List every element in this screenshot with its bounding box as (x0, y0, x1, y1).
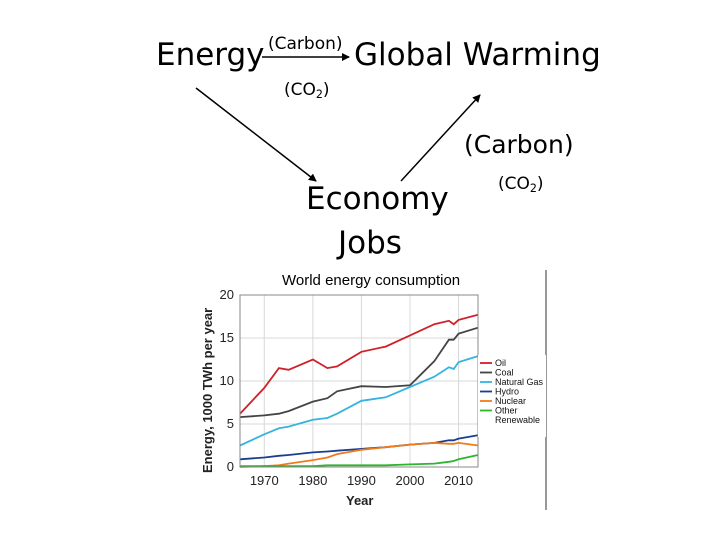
series-line-natural-gas (239, 355, 479, 447)
right-carbon-label: (Carbon) (464, 130, 574, 159)
chart-ticks: 0 5 10 15 20 1970 1980 1990 2000 2010 (220, 287, 474, 488)
legend-box (478, 355, 546, 437)
y-tick-label: 5 (227, 416, 234, 431)
y-tick-label: 10 (220, 373, 234, 388)
y-tick-label: 0 (227, 459, 234, 474)
x-tick-label: 1980 (298, 473, 327, 488)
x-axis-label: Year (346, 493, 373, 508)
arrow-co2-label: (CO2) (284, 80, 330, 101)
economy-label: Economy (306, 181, 449, 217)
x-tick-label: 1970 (250, 473, 279, 488)
global-warming-label: Global Warming (354, 37, 601, 73)
legend-label-hydro: Hydro (495, 387, 519, 397)
y-tick-label: 20 (220, 287, 234, 302)
legend-label-oil: Oil (495, 358, 506, 368)
x-tick-label: 2010 (444, 473, 473, 488)
energy-to-economy-arrow (195, 87, 317, 182)
y-axis-label: Energy, 1000 TWh per year (200, 308, 215, 473)
legend-label-natural-gas: Natural Gas (495, 377, 544, 387)
series-line-nuclear (239, 441, 479, 468)
right-co2-label: (CO2) (498, 174, 544, 195)
jobs-label: Jobs (338, 225, 402, 261)
legend-label-other-renewable: Other (495, 406, 518, 416)
chart-title: World energy consumption (282, 272, 460, 289)
series-line-other-renewable (240, 454, 479, 468)
legend-label-other-renewable: Renewable (495, 415, 540, 425)
x-tick-label: 1990 (347, 473, 376, 488)
energy-label: Energy (156, 37, 265, 73)
y-tick-label: 15 (220, 330, 234, 345)
economy-to-warming-arrow (400, 94, 481, 182)
series-line-coal (239, 326, 479, 418)
series-line-hydro (239, 434, 479, 461)
x-tick-label: 2000 (396, 473, 425, 488)
legend-label-coal: Coal (495, 368, 514, 378)
arrow-carbon-label: (Carbon) (268, 34, 343, 54)
legend-label-nuclear: Nuclear (495, 396, 526, 406)
series-line-oil (239, 313, 479, 415)
chart-series (239, 313, 479, 468)
